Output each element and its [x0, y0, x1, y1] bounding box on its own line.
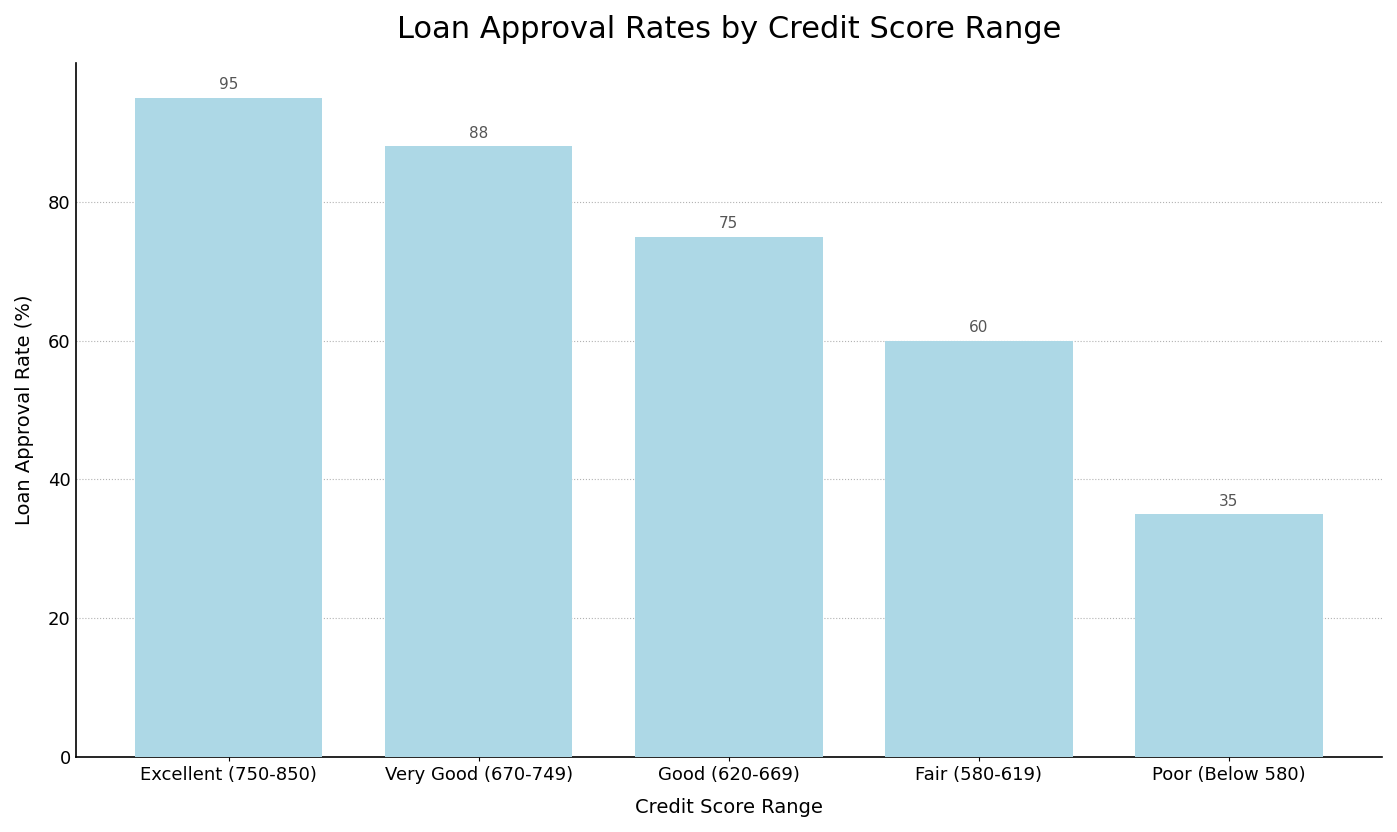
Text: 35: 35 — [1220, 493, 1239, 508]
Text: 95: 95 — [219, 77, 239, 92]
Text: 88: 88 — [469, 126, 489, 141]
Text: 60: 60 — [970, 320, 989, 335]
Title: Loan Approval Rates by Credit Score Range: Loan Approval Rates by Credit Score Rang… — [397, 15, 1060, 44]
Bar — [1136, 514, 1323, 757]
Bar — [636, 236, 823, 757]
Y-axis label: Loan Approval Rate (%): Loan Approval Rate (%) — [15, 295, 34, 525]
Bar — [386, 146, 573, 757]
X-axis label: Credit Score Range: Credit Score Range — [634, 798, 823, 817]
Text: 75: 75 — [719, 216, 739, 231]
Bar — [886, 340, 1073, 757]
Bar — [136, 97, 323, 757]
